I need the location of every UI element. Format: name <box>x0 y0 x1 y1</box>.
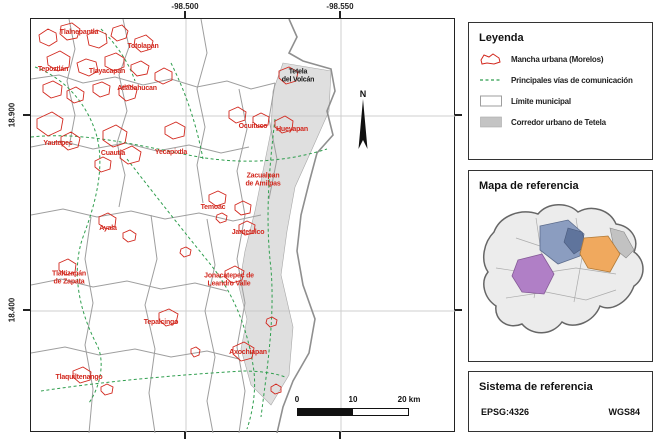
legend: Leyenda Mancha urbana (Morelos) Principa… <box>468 22 653 160</box>
legend-item-label: Principales vías de comunicación <box>511 75 633 85</box>
legend-title: Leyenda <box>479 32 524 44</box>
place-label-temoac: Temoac <box>200 203 226 211</box>
legend-item-corridor: Corredor urbano de Tetela <box>469 111 652 132</box>
state-boundary <box>276 19 336 433</box>
reference-system-values: EPSG:4326 WGS84 <box>469 397 652 417</box>
place-label-tlaquiltenango: Tlaquiltenango <box>55 373 103 381</box>
place-label-atlatlahucan: Atlatlahucan <box>117 84 157 92</box>
reference-region-purple <box>511 253 555 295</box>
place-label-ayala: Ayala <box>99 224 117 232</box>
lat-tick <box>23 309 30 311</box>
place-label-tlayacapan: Tlayacapan <box>88 67 126 75</box>
legend-item-roads: Principales vías de comunicación <box>469 69 652 90</box>
place-label-tlalnepantla: Tlalnepantla <box>59 28 99 36</box>
scale-label-end: 20 km <box>397 395 421 404</box>
datum-value: WGS84 <box>608 407 640 417</box>
roads-swatch-icon <box>480 79 502 81</box>
legend-item-label: Límite municipal <box>511 96 571 106</box>
legend-item-boundary: Límite municipal <box>469 90 652 111</box>
lat-tick <box>455 309 462 311</box>
municipal-boundaries <box>31 19 278 433</box>
lon-tick-label: -98.500 <box>171 2 199 11</box>
lat-tick-label: 18.400 <box>7 297 17 323</box>
scale-bar: 0 10 20 km <box>287 395 452 423</box>
lon-tick <box>339 11 341 18</box>
place-label-zacualpan: Zacualpan de Amilpas <box>245 172 281 188</box>
reference-region-blue-dark <box>563 227 587 255</box>
lon-tick-label: -98.550 <box>326 2 354 11</box>
place-label-jantetelco: Jantetelco <box>231 228 265 236</box>
scale-label-mid: 10 <box>348 395 358 404</box>
scale-label-start: 0 <box>294 395 300 404</box>
reference-region-orange <box>579 235 621 273</box>
main-map: Tlalnepantla Totolapan Tepoztlán Tlayaca… <box>30 18 456 433</box>
legend-item-label: Corredor urbano de Tetela <box>511 117 606 127</box>
north-arrow-icon <box>358 99 368 149</box>
lat-tick <box>23 114 30 116</box>
legend-item-label: Mancha urbana (Morelos) <box>511 54 604 64</box>
place-label-tetela-del-volcan: Tetela del Volcán <box>281 68 315 84</box>
map-artwork <box>31 19 456 433</box>
legend-item-urban: Mancha urbana (Morelos) <box>469 48 652 69</box>
urban-swatch-icon <box>480 53 501 65</box>
corridor-swatch-icon <box>480 116 502 128</box>
lon-tick <box>184 432 186 439</box>
place-label-axochiapan: Axochiapan <box>229 348 267 356</box>
reference-map: Mapa de referencia <box>468 170 653 362</box>
lon-tick <box>184 11 186 18</box>
lon-tick <box>339 432 341 439</box>
place-label-hueyapan: Hueyapan <box>276 125 308 133</box>
epsg-value: EPSG:4326 <box>481 407 530 417</box>
north-label: N <box>359 89 367 99</box>
reference-system-title: Sistema de referencia <box>479 381 593 393</box>
place-label-totolapan: Totolapan <box>127 42 159 50</box>
north-arrow: N <box>353 89 373 158</box>
place-label-yautepec: Yautepec <box>43 139 73 147</box>
boundary-swatch-icon <box>480 95 502 107</box>
urban-layer <box>36 22 299 396</box>
place-label-ocuituco: Ocuituco <box>238 122 268 130</box>
place-label-jonacatepec: Jonacatepec de Leandro Valle <box>204 272 254 288</box>
place-label-tlaltizapan: Tlaltizapán de Zapata <box>52 270 86 286</box>
reference-map-artwork <box>482 204 644 334</box>
place-label-cuautla: Cuautla <box>100 149 126 157</box>
scale-bar-strip <box>297 408 409 416</box>
reference-map-title: Mapa de referencia <box>479 180 579 192</box>
reference-system: Sistema de referencia EPSG:4326 WGS84 <box>468 371 653 432</box>
scale-bar-empty-segment <box>353 409 408 415</box>
place-label-tepoztlan: Tepoztlán <box>37 65 69 73</box>
scale-bar-filled-segment <box>298 409 353 415</box>
place-label-yecapixtla: Yecapixtla <box>154 148 188 156</box>
place-label-tepalcingo: Tepalcingo <box>143 318 179 326</box>
lat-tick-label: 18.900 <box>7 102 17 128</box>
lat-tick <box>455 114 462 116</box>
